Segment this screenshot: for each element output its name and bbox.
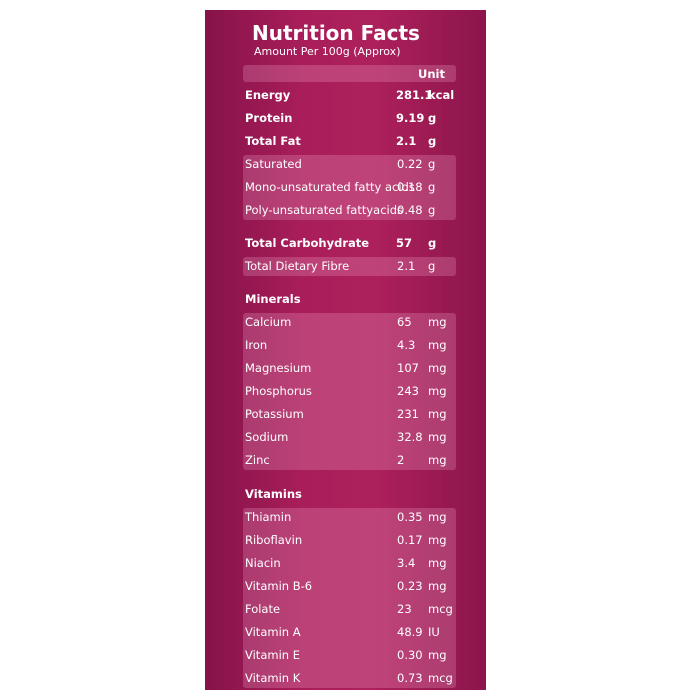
nutrient-value: 231	[397, 407, 419, 421]
nutrient-unit: mg	[428, 430, 447, 444]
nutrient-unit: mg	[428, 453, 447, 467]
nutrient-value: 281.1	[396, 88, 433, 102]
nutrient-name: Mono-unsaturated fatty acids	[245, 180, 415, 194]
nutrient-unit: mcg	[428, 671, 453, 685]
nutrient-name: Vitamin A	[245, 625, 301, 639]
nutrient-unit: g	[428, 203, 436, 217]
nutrient-unit: mg	[428, 579, 447, 593]
nutrient-value: 0.73	[397, 671, 423, 685]
nutrient-value: 2.1	[396, 134, 417, 148]
row-group	[243, 508, 456, 688]
nutrient-name: Phosphorus	[245, 384, 312, 398]
nutrient-value: 0.17	[397, 533, 423, 547]
nutrient-value: 3.4	[397, 556, 416, 570]
nutrient-name: Thiamin	[245, 510, 292, 524]
nutrient-unit: mg	[428, 648, 447, 662]
nutrient-value: 0.22	[397, 157, 423, 171]
nutrient-value: 0.18	[397, 180, 423, 194]
nutrient-value: 32.8	[397, 430, 423, 444]
nutrient-name: Total Carbohydrate	[245, 236, 370, 250]
nutrient-name: Folate	[245, 602, 281, 616]
nutrient-value: 65	[397, 315, 412, 329]
subtitle: Amount Per 100g (Approx)	[254, 45, 401, 58]
nutrient-unit: g	[428, 236, 437, 250]
section-heading: Vitamins	[245, 487, 302, 501]
nutrient-unit: g	[428, 111, 437, 125]
nutrient-name: Total Fat	[245, 134, 301, 148]
nutrient-unit: g	[428, 157, 436, 171]
nutrient-value: 48.9	[397, 625, 423, 639]
nutrient-value: 2	[397, 453, 405, 467]
nutrient-name: Riboflavin	[245, 533, 303, 547]
nutrient-name: Total Dietary Fibre	[245, 259, 350, 273]
nutrient-name: Saturated	[245, 157, 302, 171]
nutrient-value: 57	[396, 236, 413, 250]
nutrient-name: Poly-unsaturated fattyacids	[245, 203, 404, 217]
nutrition-panel: Nutrition Facts Amount Per 100g (Approx)…	[205, 10, 486, 690]
nutrient-name: Vitamin E	[245, 648, 300, 662]
nutrient-unit: mg	[428, 510, 447, 524]
nutrient-unit: mcg	[428, 602, 453, 616]
nutrient-unit: mg	[428, 315, 447, 329]
nutrient-unit: mg	[428, 338, 447, 352]
nutrient-unit: g	[428, 259, 436, 273]
nutrient-value: 107	[397, 361, 419, 375]
nutrient-name: Vitamin K	[245, 671, 301, 685]
nutrient-name: Energy	[245, 88, 291, 102]
row-group	[243, 313, 456, 470]
nutrient-name: Vitamin B-6	[245, 579, 313, 593]
nutrient-name: Potassium	[245, 407, 304, 421]
nutrient-value: 0.23	[397, 579, 423, 593]
nutrient-unit: IU	[428, 625, 440, 639]
section-heading: Minerals	[245, 292, 301, 306]
nutrient-name: Sodium	[245, 430, 289, 444]
nutrient-value: 243	[397, 384, 419, 398]
nutrient-unit: kcal	[428, 88, 455, 102]
nutrient-unit: mg	[428, 361, 447, 375]
nutrient-value: 23	[397, 602, 412, 616]
nutrient-value: 2.1	[397, 259, 416, 273]
nutrient-unit: g	[428, 134, 437, 148]
nutrient-name: Calcium	[245, 315, 292, 329]
nutrient-value: 4.3	[397, 338, 416, 352]
row-group	[243, 155, 456, 220]
nutrient-unit: mg	[428, 533, 447, 547]
nutrient-value: 0.35	[397, 510, 423, 524]
title: Nutrition Facts	[252, 21, 420, 45]
nutrient-name: Protein	[245, 111, 293, 125]
nutrient-name: Iron	[245, 338, 268, 352]
header-row	[243, 65, 456, 82]
nutrient-value: 9.19	[396, 111, 425, 125]
nutrient-unit: mg	[428, 384, 447, 398]
unit-header: Unit	[418, 67, 445, 81]
nutrient-name: Niacin	[245, 556, 281, 570]
nutrient-name: Zinc	[245, 453, 270, 467]
nutrient-value: 0.48	[397, 203, 423, 217]
nutrient-value: 0.30	[397, 648, 423, 662]
nutrient-name: Magnesium	[245, 361, 312, 375]
nutrient-unit: mg	[428, 407, 447, 421]
row-group	[243, 257, 456, 276]
nutrient-unit: g	[428, 180, 436, 194]
nutrient-unit: mg	[428, 556, 447, 570]
